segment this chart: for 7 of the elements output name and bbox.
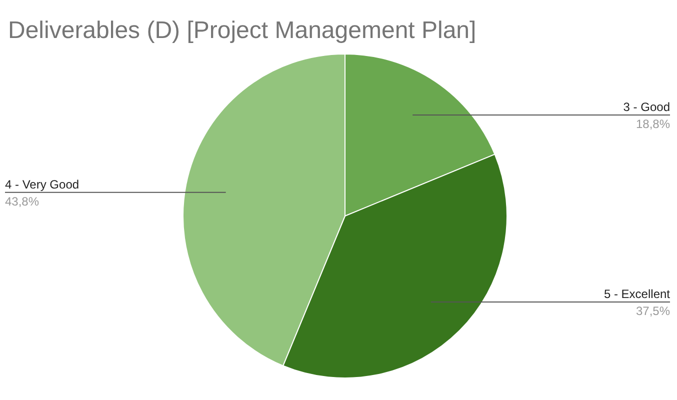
slice-label: 3 - Good [623, 100, 670, 114]
chart-title: Deliverables (D) [Project Management Plan] [8, 17, 476, 44]
slice-label: 4 - Very Good [5, 177, 80, 192]
data-label: 43,8% [5, 194, 40, 208]
data-label: 37,5% [636, 304, 670, 318]
slice-label: 5 - Excellent [604, 286, 671, 301]
data-label: 18,8% [636, 117, 670, 132]
